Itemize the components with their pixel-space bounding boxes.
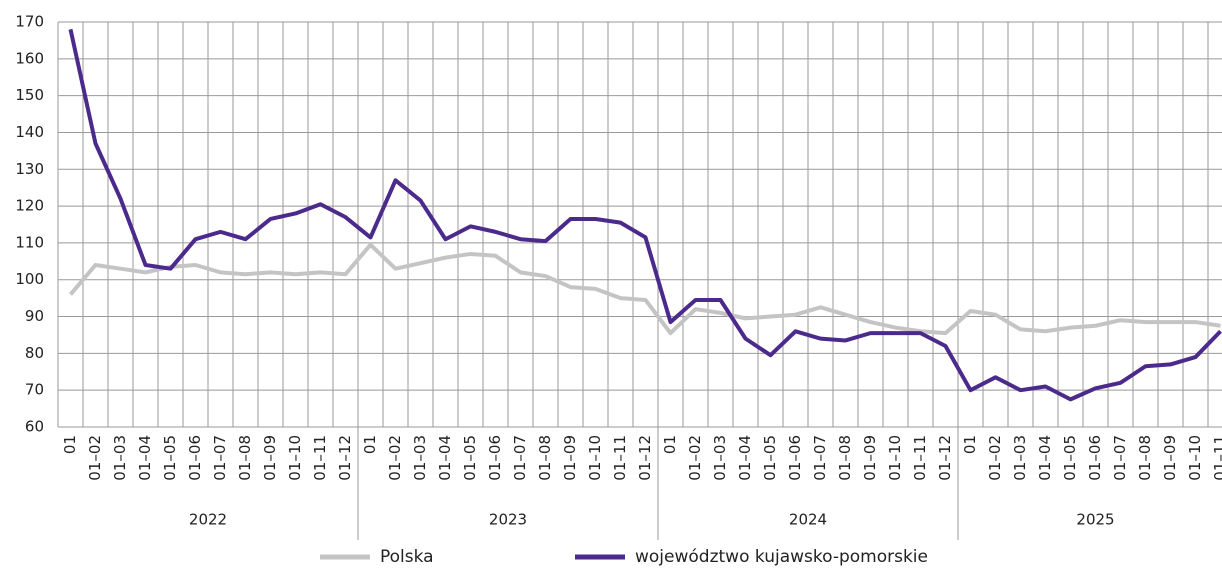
x-tick-label: 01–11: [911, 435, 929, 481]
year-label: 2022: [189, 511, 227, 529]
x-tick-label: 01: [361, 435, 379, 454]
x-tick-label: 01–05: [761, 435, 779, 481]
x-tick-label: 01–07: [211, 435, 229, 481]
x-tick-label: 01–07: [811, 435, 829, 481]
x-tick-label: 01–07: [511, 435, 529, 481]
y-tick-label: 110: [15, 233, 44, 251]
legend-label: województwo kujawsko-pomorskie: [635, 547, 928, 567]
x-tick-label: 01–09: [1161, 435, 1179, 481]
x-tick-label: 01: [61, 435, 79, 454]
x-tick-label: 01–02: [86, 435, 104, 481]
x-tick-label: 01–04: [136, 435, 154, 481]
year-label: 2024: [789, 511, 827, 529]
y-tick-label: 150: [15, 86, 44, 104]
y-tick-label: 90: [25, 307, 44, 325]
y-tick-label: 160: [15, 49, 44, 67]
y-tick-label: 170: [15, 13, 44, 31]
x-tick-label: 01–11: [311, 435, 329, 481]
year-label: 2025: [1076, 511, 1114, 529]
x-tick-label: 01–12: [336, 435, 354, 481]
x-tick-label: 01–04: [436, 435, 454, 481]
x-tick-label: 01–06: [486, 435, 504, 481]
y-tick-label: 100: [15, 270, 44, 288]
x-tick-label: 01: [661, 435, 679, 454]
series-line: [68, 242, 1221, 336]
x-tick-label: 01–06: [786, 435, 804, 481]
x-tick-label: 01–09: [261, 435, 279, 481]
x-tick-label: 01: [961, 435, 979, 454]
x-tick-label: 01–10: [586, 435, 604, 481]
x-tick-label: 01–03: [411, 435, 429, 481]
x-tick-label: 01–08: [236, 435, 254, 481]
x-tick-label: 01–04: [736, 435, 754, 481]
series-line: [68, 28, 1222, 402]
x-tick-label: 01–02: [686, 435, 704, 481]
x-tick-label: 01–03: [711, 435, 729, 481]
x-tick-label: 01–12: [636, 435, 654, 481]
x-tick-label: 01–04: [1036, 435, 1054, 481]
x-tick-label: 01–05: [461, 435, 479, 481]
x-tick-label: 01–02: [386, 435, 404, 481]
year-label: 2023: [489, 511, 527, 529]
y-tick-label: 60: [25, 418, 44, 436]
legend-label: Polska: [380, 547, 434, 567]
x-tick-label: 01–08: [1136, 435, 1154, 481]
y-tick-label: 80: [25, 344, 44, 362]
x-tick-label: 01–10: [286, 435, 304, 481]
x-tick-label: 01–03: [111, 435, 129, 481]
x-tick-label: 01–08: [536, 435, 554, 481]
x-tick-label: 01–05: [1061, 435, 1079, 481]
x-tick-label: 01–11: [611, 435, 629, 481]
y-tick-label: 120: [15, 197, 44, 215]
y-tick-label: 70: [25, 381, 44, 399]
x-tick-label: 01–08: [836, 435, 854, 481]
x-tick-label: 01–11: [1211, 435, 1222, 481]
x-tick-label: 01–10: [886, 435, 904, 481]
x-tick-label: 01–09: [861, 435, 879, 481]
x-tick-label: 01–03: [1011, 435, 1029, 481]
x-tick-label: 01–06: [1086, 435, 1104, 481]
y-tick-label: 130: [15, 160, 44, 178]
x-tick-label: 01–07: [1111, 435, 1129, 481]
x-tick-label: 01–12: [936, 435, 954, 481]
x-tick-label: 01–02: [986, 435, 1004, 481]
x-tick-label: 01–05: [161, 435, 179, 481]
x-tick-label: 01–09: [561, 435, 579, 481]
x-tick-label: 01–10: [1186, 435, 1204, 481]
x-tick-label: 01–06: [186, 435, 204, 481]
y-tick-label: 140: [15, 123, 44, 141]
